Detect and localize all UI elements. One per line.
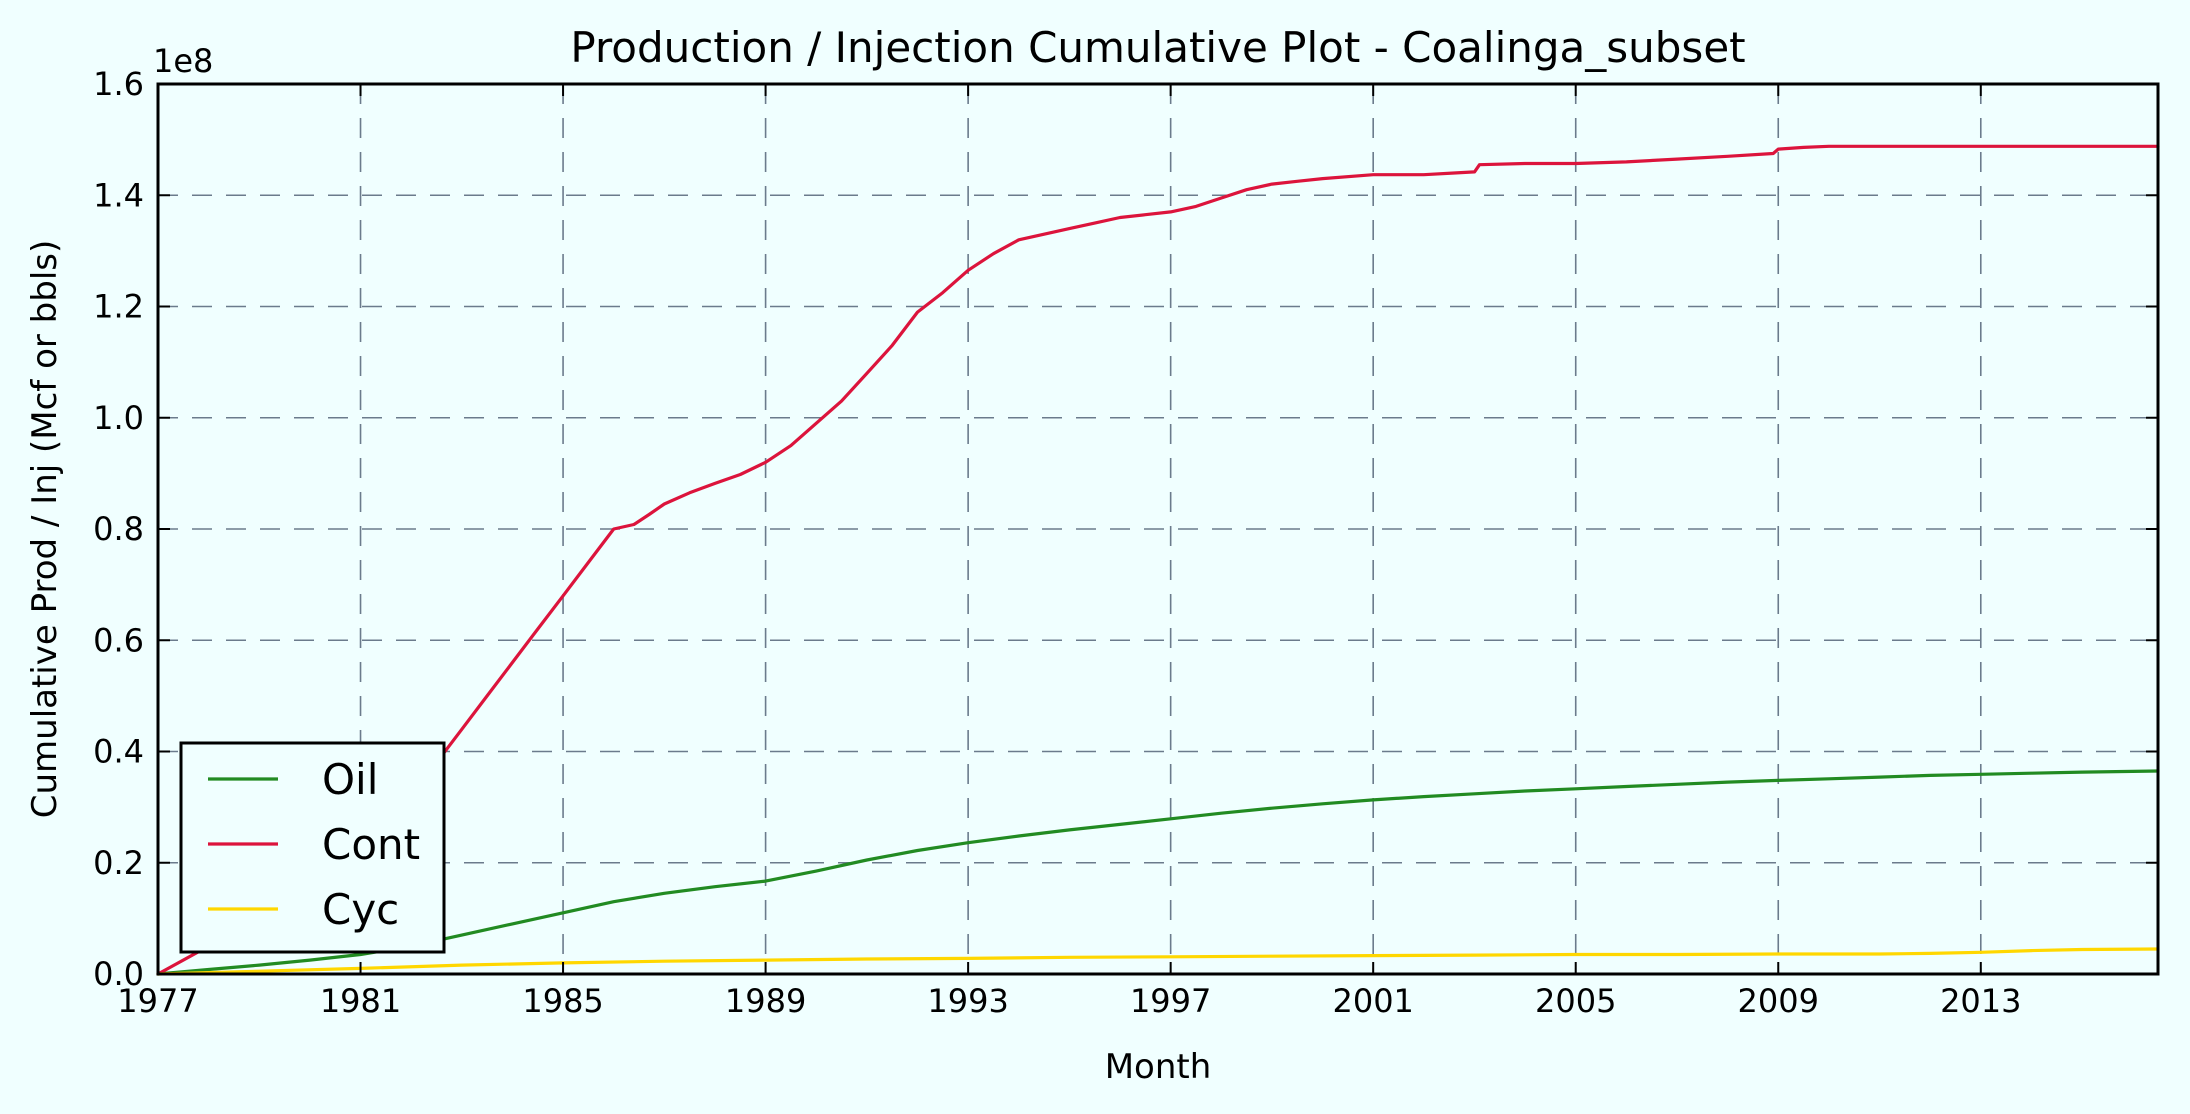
y-tick-label: 0.4 [93, 733, 144, 771]
x-tick-label: 2001 [1332, 982, 1413, 1020]
y-axis-title: Cumulative Prod / Inj (Mcf or bbls) [25, 240, 65, 819]
ticks [157, 83, 2158, 975]
y-tick-label: 0.2 [93, 844, 144, 882]
y-tick-label: 1.4 [93, 176, 144, 214]
x-tick-label: 1981 [320, 982, 401, 1020]
legend: Oil Cont Cyc [179, 741, 446, 954]
x-axis-title: Month [1105, 1047, 1212, 1087]
x-tick-label: 2013 [1940, 982, 2021, 1020]
x-tick-label: 2009 [1738, 982, 1819, 1020]
legend-label-cont: Cont [322, 820, 420, 869]
x-tick-label: 1977 [117, 982, 198, 1020]
y-tick-label: 0.8 [93, 510, 144, 548]
chart-title: Production / Injection Cumulative Plot -… [570, 23, 1745, 72]
y-tick-label: 1.2 [93, 288, 144, 326]
x-tick-labels: 1977 1981 1985 1989 1993 1997 2001 2005 2009 2013 [117, 982, 2021, 1020]
y-tick-label: 1.6 [93, 65, 144, 103]
series-lines [156, 144, 2160, 976]
x-tick-label: 2005 [1535, 982, 1616, 1020]
series-line-cont [156, 144, 2160, 976]
series-line-oil [156, 769, 2160, 976]
y-tick-labels: 0.0 0.2 0.4 0.6 0.8 1.0 1.2 1.4 1.6 [93, 65, 144, 993]
x-tick-label: 1985 [522, 982, 603, 1020]
x-tick-label: 1993 [927, 982, 1008, 1020]
y-tick-label: 0.6 [93, 621, 144, 659]
y-offset-label: 1e8 [153, 42, 213, 80]
series-line-cyc [156, 947, 2160, 976]
grid [157, 84, 2158, 974]
legend-label-cyc: Cyc [322, 885, 399, 934]
legend-label-oil: Oil [322, 755, 378, 804]
x-tick-label: 1989 [725, 982, 806, 1020]
y-tick-label: 0.0 [93, 955, 144, 993]
x-tick-label: 1997 [1130, 982, 1211, 1020]
y-tick-label: 1.0 [93, 399, 144, 437]
